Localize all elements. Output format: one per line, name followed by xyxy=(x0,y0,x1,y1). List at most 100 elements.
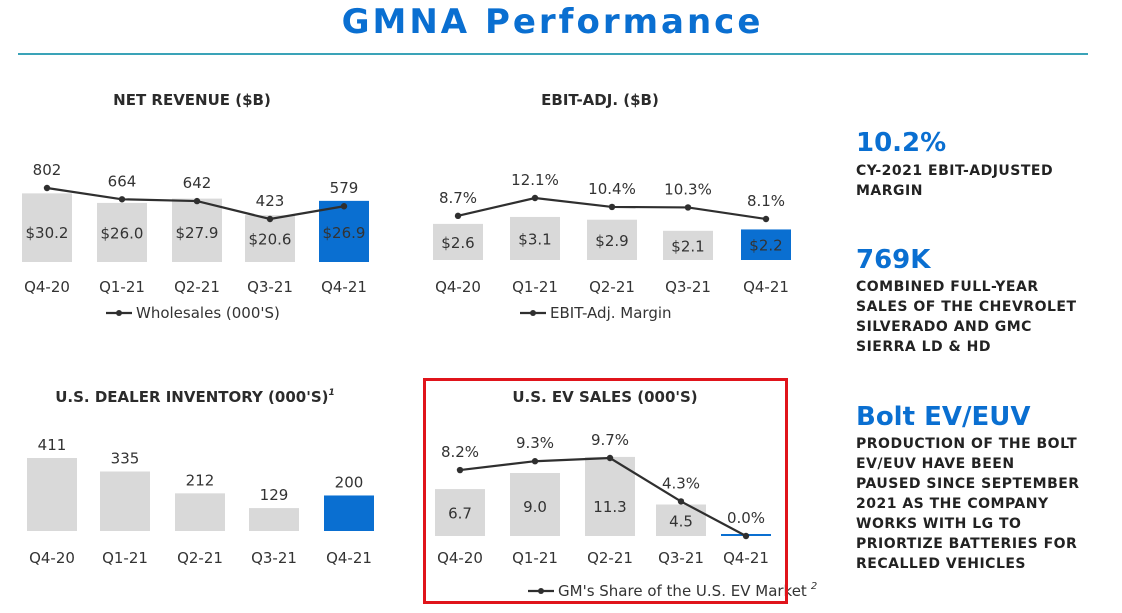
dealer-inventory-bar xyxy=(324,495,374,531)
dealer-inventory-bar-label: 411 xyxy=(38,436,67,454)
ev-sales-line-label: 9.7% xyxy=(591,431,629,449)
ev-sales-line-label: 4.3% xyxy=(662,474,700,492)
net-revenue-category-label: Q2-21 xyxy=(174,278,220,296)
net-revenue-line-label: 642 xyxy=(183,174,212,192)
net-revenue-legend-marker xyxy=(116,310,122,316)
ebit-adj-line-point xyxy=(684,204,692,211)
ev-sales-category-label: Q3-21 xyxy=(658,549,704,567)
ebit-adj-bar xyxy=(741,229,791,260)
ebit-adj-category-label: Q4-20 xyxy=(435,278,481,296)
net-revenue-bar xyxy=(97,202,147,262)
ebit-adj-bar xyxy=(510,216,560,260)
ev-sales-bar xyxy=(435,489,485,536)
ev-sales-line-label: 9.3% xyxy=(516,434,554,452)
stat-ebit-margin-value: 10.2% xyxy=(856,128,947,158)
dealer-inventory-bar xyxy=(175,493,225,531)
net-revenue-bar-label: $26.9 xyxy=(323,224,366,242)
ebit-adj-bar-label: $2.9 xyxy=(595,232,628,250)
ebit-adj-line-point xyxy=(531,194,539,202)
ebit-adj-line-point xyxy=(762,215,770,223)
ev-sales-bar-label: 9.0 xyxy=(523,498,547,516)
ebit-adj-bar-label: $2.2 xyxy=(749,237,782,255)
dealer-inventory-title: U.S. DEALER INVENTORY (000'S)1 xyxy=(55,388,335,406)
ebit-adj-bar xyxy=(433,223,483,260)
net-revenue-category-label: Q1-21 xyxy=(99,278,145,296)
ev-sales-highlight-box xyxy=(423,378,788,604)
net-revenue-line-point xyxy=(43,184,51,192)
net-revenue-bar xyxy=(319,200,369,262)
dealer-inventory-bar xyxy=(27,458,77,531)
ev-sales-bar-label: 4.5 xyxy=(669,512,693,530)
net-revenue-line-point xyxy=(118,196,126,203)
ebit-adj-line-label: 10.4% xyxy=(588,180,636,198)
ev-sales-line-label: 0.0% xyxy=(727,509,765,527)
net-revenue-bar xyxy=(22,193,72,262)
ev-sales-title: U.S. EV SALES (000'S) xyxy=(512,388,697,406)
net-revenue-line-label: 802 xyxy=(33,161,62,179)
net-revenue-line-point xyxy=(340,203,348,210)
net-revenue-line-label: 423 xyxy=(256,192,285,210)
ev-sales-line-point xyxy=(742,532,750,540)
ev-sales-category-label: Q4-21 xyxy=(723,549,769,567)
ev-sales-category-label: Q4-20 xyxy=(437,549,483,567)
ev-sales-bar-label: 6.7 xyxy=(448,505,472,523)
ebit-adj-line-label: 8.7% xyxy=(439,189,477,207)
ebit-adj-bar-label: $3.1 xyxy=(518,230,551,248)
ev-sales-bar-label: 11.3 xyxy=(593,498,626,516)
net-revenue-line-point xyxy=(193,197,201,205)
ev-sales-line-point xyxy=(531,458,539,465)
ebit-adj-bar xyxy=(663,230,713,260)
stat-silverado-sales-description: COMBINED FULL-YEAR SALES OF THE CHEVROLET… xyxy=(856,279,1077,355)
dealer-inventory-bar xyxy=(249,508,299,531)
stat-silverado-sales-value: 769K xyxy=(856,245,931,275)
ev-sales-category-label: Q1-21 xyxy=(512,549,558,567)
net-revenue-category-label: Q4-21 xyxy=(321,278,367,296)
stat-bolt-description: PRODUCTION OF THE BOLT EV/EUV HAVE BEEN P… xyxy=(856,436,1080,572)
ebit-adj-category-label: Q4-21 xyxy=(743,278,789,296)
dealer-inventory-bar-label: 212 xyxy=(186,471,215,489)
ebit-adj-line-label: 10.3% xyxy=(664,180,712,198)
ev-sales-line-point xyxy=(456,466,464,474)
ebit-adj-category-label: Q3-21 xyxy=(665,278,711,296)
page-title: GMNA Performance xyxy=(341,2,764,42)
net-revenue-legend-label: Wholesales (000'S) xyxy=(136,304,280,322)
net-revenue-bar-label: $30.2 xyxy=(26,224,69,242)
ebit-adj-line-point xyxy=(608,203,616,211)
ebit-adj-line-label: 12.1% xyxy=(511,171,559,189)
dealer-inventory-bar-label: 335 xyxy=(111,449,140,467)
ebit-adj-line-label: 8.1% xyxy=(747,192,785,210)
net-revenue-line-label: 664 xyxy=(108,172,137,190)
dealer-inventory-category-label: Q3-21 xyxy=(251,549,297,567)
dealer-inventory-bar-label: 200 xyxy=(335,473,364,491)
net-revenue-category-label: Q4-20 xyxy=(24,278,70,296)
ev-sales-category-label: Q2-21 xyxy=(587,549,633,567)
ev-sales-legend-label: GM's Share of the U.S. EV Market 2 xyxy=(558,581,817,600)
ev-sales-line-point xyxy=(606,454,614,462)
ev-sales-bar xyxy=(510,473,560,536)
dealer-inventory-bar xyxy=(100,471,150,531)
net-revenue-bar-label: $27.9 xyxy=(176,224,219,242)
ev-sales-line-label: 8.2% xyxy=(441,443,479,461)
ebit-adj-title: EBIT-ADJ. ($B) xyxy=(541,91,659,109)
ev-sales-legend-marker xyxy=(538,588,544,594)
ebit-adj-category-label: Q1-21 xyxy=(512,278,558,296)
ebit-adj-legend-label: EBIT-Adj. Margin xyxy=(550,304,672,322)
ebit-adj-legend-marker xyxy=(530,310,536,316)
ebit-adj-category-label: Q2-21 xyxy=(589,278,635,296)
dealer-inventory-bar-label: 129 xyxy=(260,486,289,504)
dealer-inventory-category-label: Q4-20 xyxy=(29,549,75,567)
net-revenue-bar xyxy=(245,215,295,262)
title-divider xyxy=(18,53,1088,55)
dealer-inventory-category-label: Q1-21 xyxy=(102,549,148,567)
net-revenue-bar xyxy=(172,198,222,262)
net-revenue-bar-label: $20.6 xyxy=(249,231,292,249)
net-revenue-line-label: 579 xyxy=(330,179,359,197)
dealer-inventory-category-label: Q2-21 xyxy=(177,549,223,567)
net-revenue-category-label: Q3-21 xyxy=(247,278,293,296)
ebit-adj-bar-label: $2.1 xyxy=(671,237,704,255)
stat-ebit-margin-description: CY-2021 EBIT-ADJUSTED MARGIN xyxy=(856,163,1054,199)
